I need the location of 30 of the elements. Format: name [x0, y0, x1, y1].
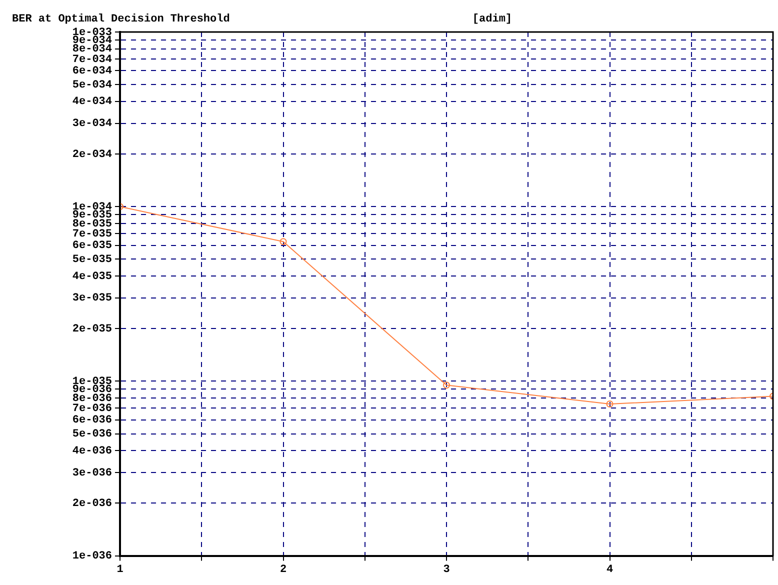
y-tick-label: 2e-035 [72, 323, 112, 336]
y-tick-label: 8e-035 [72, 218, 112, 230]
y-tick-label: 5e-036 [72, 428, 112, 441]
x-tick-label: 2 [280, 564, 287, 576]
x-tick-label: 4 [606, 564, 614, 576]
y-tick-label: 4e-034 [72, 96, 112, 108]
y-tick-label: 2e-034 [72, 148, 112, 161]
point [606, 400, 614, 408]
y-tick-label: 1e-036 [72, 550, 112, 563]
x-tick-label: 1 [116, 564, 124, 576]
point [443, 382, 450, 389]
y-axis-title: [adim] [472, 13, 512, 26]
y-tick-label: 5e-034 [72, 79, 112, 92]
x-tick-label: 3 [443, 564, 450, 576]
chart-title: BER at Optimal Decision Threshold [12, 13, 230, 26]
y-tick-label: 4e-035 [72, 270, 112, 283]
y-tick-label: 6e-036 [72, 414, 112, 427]
y-tick-label: 3e-036 [72, 467, 112, 480]
y-tick-label: 4e-036 [72, 445, 112, 458]
y-tick-label: 6e-035 [72, 240, 112, 252]
y-tick-label: 7e-034 [72, 54, 112, 66]
point [280, 238, 287, 246]
y-tick-label: 6e-034 [72, 66, 112, 78]
y-tick-label: 3e-034 [72, 118, 112, 130]
y-tick-label: 7e-036 [72, 403, 112, 416]
y-tick-label: 8e-036 [72, 392, 112, 405]
y-tick-label: 7e-035 [72, 228, 112, 240]
y-tick-label: 3e-035 [72, 292, 112, 305]
y-tick-label: 2e-036 [72, 498, 112, 510]
y-tick-label: 5e-035 [72, 254, 112, 266]
